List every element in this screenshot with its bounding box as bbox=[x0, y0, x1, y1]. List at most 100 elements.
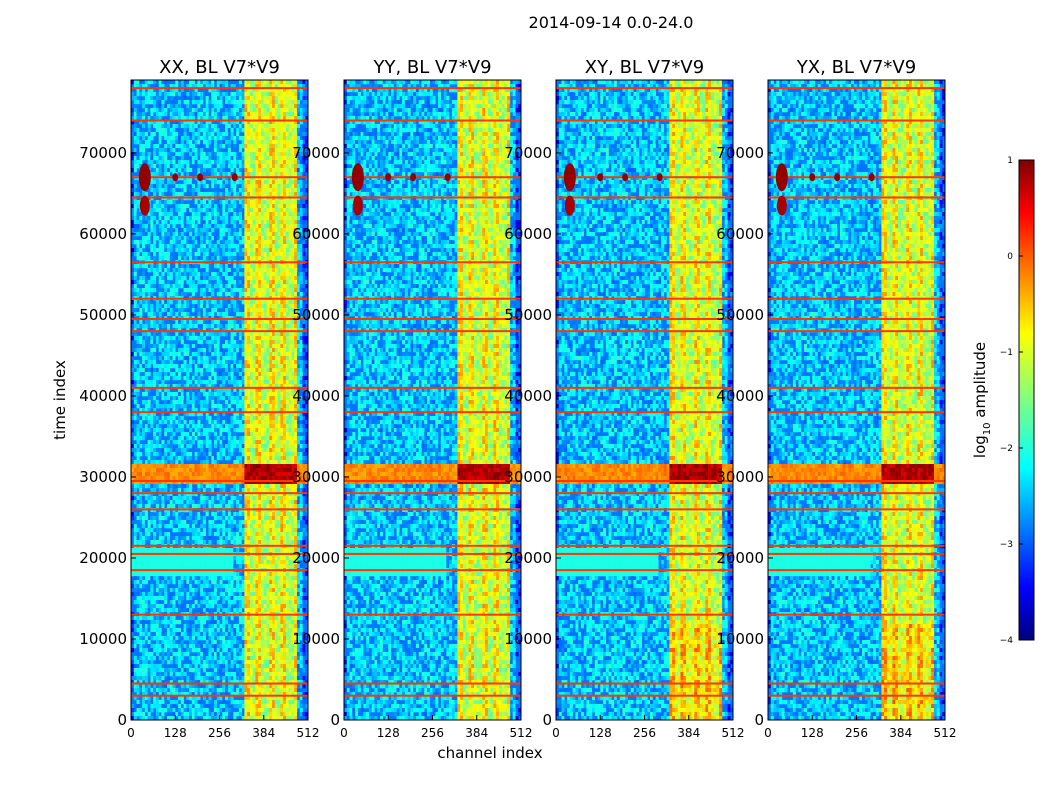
heatmap-cell bbox=[150, 160, 153, 164]
heatmap-cell bbox=[220, 136, 223, 140]
heatmap-cell bbox=[181, 140, 184, 144]
heatmap-cell bbox=[184, 136, 187, 140]
heatmap-cell bbox=[156, 132, 159, 136]
heatmap-cell bbox=[264, 96, 267, 100]
heatmap-cell bbox=[242, 112, 245, 116]
heatmap-cell bbox=[239, 124, 242, 128]
heatmap-cell bbox=[225, 80, 228, 84]
heatmap-cell bbox=[244, 140, 247, 144]
heatmap-cell bbox=[291, 104, 294, 108]
heatmap-cell bbox=[233, 108, 236, 112]
heatmap-cell bbox=[233, 140, 236, 144]
heatmap-cell bbox=[178, 112, 181, 116]
heatmap-cell bbox=[250, 136, 253, 140]
heatmap-cell bbox=[272, 152, 275, 156]
heatmap-cell bbox=[264, 136, 267, 140]
heatmap-cell bbox=[275, 112, 278, 116]
heatmap-cell bbox=[175, 148, 178, 152]
heatmap-cell bbox=[272, 132, 275, 136]
heatmap-cell bbox=[250, 124, 253, 128]
heatmap-cell bbox=[228, 124, 231, 128]
heatmap-cell bbox=[164, 136, 167, 140]
heatmap-cell bbox=[283, 140, 286, 144]
heatmap-cell bbox=[225, 156, 228, 160]
heatmap-cell bbox=[181, 152, 184, 156]
heatmap-cell bbox=[283, 136, 286, 140]
heatmap-cell bbox=[272, 124, 275, 128]
heatmap-cell bbox=[206, 124, 209, 128]
heatmap-cell bbox=[159, 136, 162, 140]
heatmap-cell bbox=[264, 144, 267, 148]
heatmap-cell bbox=[247, 128, 250, 132]
heatmap-cell bbox=[200, 100, 203, 104]
heatmap-cell bbox=[239, 104, 242, 108]
heatmap-cell bbox=[286, 100, 289, 104]
heatmap-cell bbox=[269, 140, 272, 144]
heatmap-cell bbox=[236, 96, 239, 100]
heatmap-cell bbox=[211, 112, 214, 116]
heatmap-cell bbox=[302, 132, 305, 136]
heatmap-cell bbox=[286, 108, 289, 112]
heatmap-cell bbox=[250, 140, 253, 144]
heatmap-cell bbox=[211, 124, 214, 128]
heatmap-cell bbox=[264, 140, 267, 144]
heatmap-cell bbox=[192, 128, 195, 132]
heatmap-cell bbox=[137, 92, 140, 96]
heatmap-cell bbox=[258, 112, 261, 116]
heatmap-cell bbox=[236, 132, 239, 136]
heatmap-cell bbox=[231, 132, 234, 136]
heatmap-cell bbox=[211, 100, 214, 104]
heatmap-cell bbox=[220, 152, 223, 156]
heatmap-cell bbox=[178, 144, 181, 148]
heatmap-cell bbox=[225, 136, 228, 140]
heatmap-cell bbox=[161, 100, 164, 104]
heatmap-cell bbox=[172, 124, 175, 128]
heatmap-cell bbox=[228, 152, 231, 156]
heatmap-cell bbox=[214, 140, 217, 144]
heatmap-cell bbox=[220, 92, 223, 96]
heatmap-cell bbox=[272, 108, 275, 112]
heatmap-cell bbox=[222, 92, 225, 96]
heatmap-cell bbox=[302, 108, 305, 112]
heatmap-cell bbox=[222, 140, 225, 144]
heatmap-cell bbox=[236, 156, 239, 160]
heatmap-cell bbox=[250, 156, 253, 160]
heatmap-cell bbox=[203, 156, 206, 160]
heatmap-cell bbox=[269, 96, 272, 100]
heatmap-cell bbox=[242, 156, 245, 160]
heatmap-cell bbox=[244, 80, 247, 84]
heatmap-cell bbox=[195, 148, 198, 152]
heatmap-cell bbox=[228, 96, 231, 100]
heatmap-cell bbox=[156, 144, 159, 148]
heatmap-cell bbox=[134, 132, 137, 136]
heatmap-cell bbox=[178, 108, 181, 112]
heatmap-cell bbox=[286, 152, 289, 156]
heatmap-cell bbox=[189, 124, 192, 128]
heatmap-cell bbox=[302, 136, 305, 140]
heatmap-cell bbox=[170, 136, 173, 140]
heatmap-cell bbox=[269, 108, 272, 112]
heatmap-cell bbox=[217, 148, 220, 152]
heatmap-cell bbox=[269, 92, 272, 96]
heatmap-cell bbox=[258, 156, 261, 160]
heatmap-cell bbox=[247, 136, 250, 140]
heatmap-cell bbox=[142, 132, 145, 136]
heatmap-cell bbox=[231, 108, 234, 112]
heatmap-cell bbox=[134, 104, 137, 108]
heatmap-cell bbox=[137, 112, 140, 116]
heatmap-cell bbox=[203, 132, 206, 136]
heatmap-cell bbox=[134, 100, 137, 104]
heatmap-cell bbox=[175, 156, 178, 160]
heatmap-cell bbox=[217, 136, 220, 140]
heatmap-cell bbox=[242, 152, 245, 156]
heatmap-cell bbox=[156, 160, 159, 164]
heatmap-cell bbox=[289, 112, 292, 116]
heatmap-cell bbox=[255, 140, 258, 144]
heatmap-cell bbox=[200, 92, 203, 96]
heatmap-cell bbox=[214, 136, 217, 140]
heatmap-cell bbox=[275, 80, 278, 84]
heatmap-cell bbox=[189, 104, 192, 108]
heatmap-cell bbox=[142, 156, 145, 160]
heatmap-cell bbox=[167, 132, 170, 136]
heatmap-cell bbox=[195, 100, 198, 104]
